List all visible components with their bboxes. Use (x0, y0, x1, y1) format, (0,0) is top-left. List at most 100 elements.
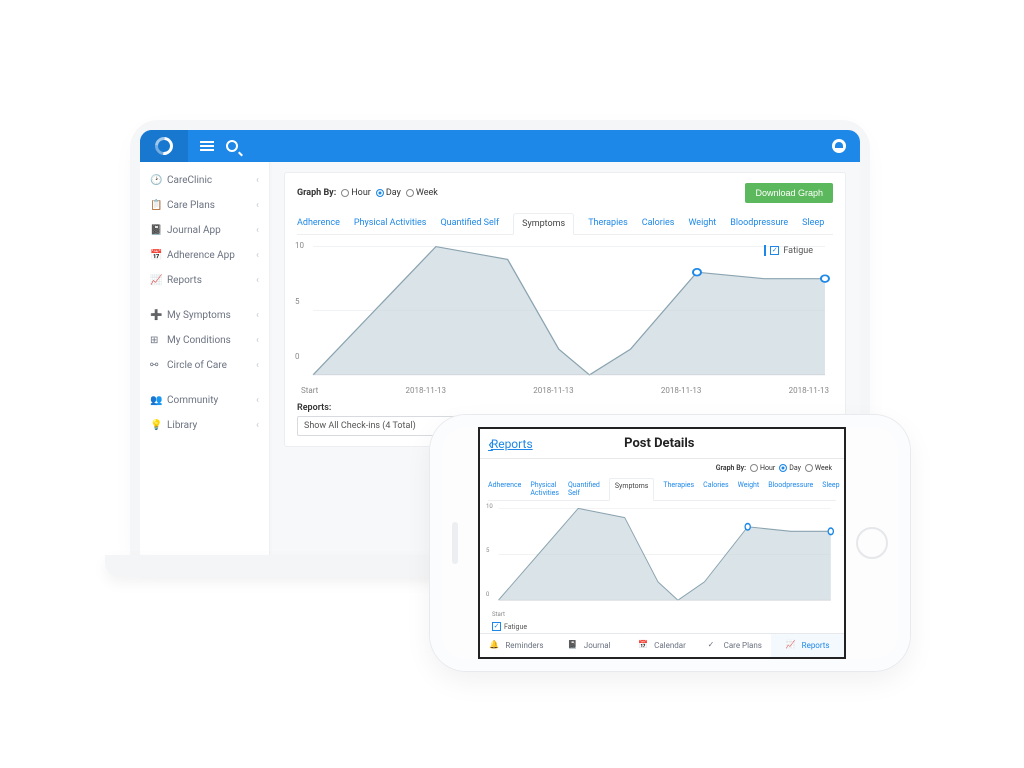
phone-screen: ‹ Reports Post Details Graph By: Hour Da… (478, 427, 846, 659)
account-icon[interactable] (832, 139, 846, 153)
radio-hour[interactable]: Hour (750, 464, 775, 472)
back-button[interactable]: ‹ Reports (488, 434, 533, 453)
app-header (140, 130, 860, 162)
calendar-icon: 📅 (150, 250, 161, 261)
chevron-left-icon: ‹ (256, 225, 259, 236)
reports-label: Reports: (297, 403, 833, 413)
chevron-left-icon: ‹ (256, 275, 259, 286)
logo-c-icon (151, 133, 176, 158)
sidebar-item-careclinic[interactable]: 🕑 CareClinic ‹ (140, 168, 269, 193)
tabbar-icon: 📅 (638, 640, 650, 652)
phone-speaker (452, 522, 458, 564)
phone-metric-tabs: Adherence Physical Activities Quantified S… (488, 478, 836, 501)
tab-symptoms[interactable]: Symptoms (513, 213, 574, 235)
tabbar-care-plans[interactable]: ✓Care Plans (698, 634, 771, 657)
home-button[interactable] (856, 527, 888, 559)
sidebar-item-journal[interactable]: 📓Journal App ‹ (140, 218, 269, 243)
tab-calories[interactable]: Calories (703, 478, 728, 500)
plus-icon: ⊞ (150, 335, 161, 346)
sidebar-item-circle[interactable]: ⚯Circle of Care ‹ (140, 353, 269, 378)
chevron-left-icon: ‹ (256, 310, 259, 321)
tabbar-journal[interactable]: 📓Journal (553, 634, 626, 657)
people-icon: 👥 (150, 395, 161, 406)
tab-weight[interactable]: Weight (688, 213, 716, 234)
tab-quantified-self[interactable]: Quantified Self (568, 478, 600, 500)
chevron-left-icon: ‹ (256, 395, 259, 406)
sidebar-item-reports[interactable]: 📈Reports ‹ (140, 268, 269, 293)
legend-checkbox[interactable]: ✓ (770, 246, 779, 255)
chart-area: 10 5 0 ✓ Fatigue (297, 241, 833, 386)
chevron-left-icon: ‹ (256, 200, 259, 211)
tab-weight[interactable]: Weight (738, 478, 760, 500)
tab-adherence[interactable]: Adherence (488, 478, 521, 500)
tabbar-calendar[interactable]: 📅Calendar (626, 634, 699, 657)
clipboard-icon: 📋 (150, 200, 161, 211)
sidebar-item-careplans[interactable]: 📋Care Plans ‹ (140, 193, 269, 218)
sidebar-label: CareClinic (167, 175, 212, 186)
graph-by-label: Graph By: (297, 188, 336, 198)
radio-hour[interactable]: Hour (341, 188, 371, 198)
download-graph-button[interactable]: Download Graph (745, 183, 833, 203)
tab-therapies[interactable]: Therapies (663, 478, 694, 500)
tab-adherence[interactable]: Adherence (297, 213, 340, 234)
legend-fatigue: ✓ Fatigue (764, 245, 813, 256)
sidebar-label: Adherence App (167, 250, 235, 261)
sidebar-item-conditions[interactable]: ⊞ My Conditions ‹ (140, 328, 269, 353)
radio-icon (376, 189, 384, 197)
phone-area-chart-svg (488, 503, 836, 611)
sidebar-label: Circle of Care (167, 360, 227, 371)
phone-legend-fatigue: ✓ Fatigue (488, 622, 836, 631)
chevron-left-icon: ‹ (256, 335, 259, 346)
radio-day[interactable]: Day (376, 188, 401, 198)
tabbar-reminders[interactable]: 🔔Reminders (480, 634, 553, 657)
legend-checkbox[interactable]: ✓ (492, 622, 501, 631)
clock-icon: 🕑 (150, 175, 161, 186)
tabbar-icon: ✓ (708, 640, 720, 652)
sidebar-item-library[interactable]: 💡Library ‹ (140, 413, 269, 438)
x-axis-labels: Start 2018-11-13 2018-11-13 2018-11-13 2… (297, 386, 833, 395)
sidebar-label: My Conditions (167, 335, 231, 346)
chart-panel: Graph By: Hour Day Week Download Graph A… (284, 172, 846, 447)
radio-week[interactable]: Week (406, 188, 438, 198)
menu-icon[interactable] (200, 139, 214, 153)
area-chart-svg (297, 241, 833, 386)
tab-bloodpressure[interactable]: Bloodpressure (730, 213, 788, 234)
tab-sleep[interactable]: Sleep (822, 478, 839, 500)
tabbar-icon: 📓 (568, 640, 580, 652)
phone-chart-area: 10 5 0 (488, 503, 836, 611)
panel-top: Graph By: Hour Day Week Download Graph (297, 183, 833, 203)
tab-quantified-self[interactable]: Quantified Self (440, 213, 499, 234)
radio-icon (341, 189, 349, 197)
sidebar-item-adherence[interactable]: 📅Adherence App ‹ (140, 243, 269, 268)
tab-physical-activities[interactable]: Physical Activities (530, 478, 559, 500)
radio-icon (406, 189, 414, 197)
phone-frame: ‹ Reports Post Details Graph By: Hour Da… (430, 415, 910, 671)
radio-week[interactable]: Week (805, 464, 832, 472)
sidebar-item-community[interactable]: 👥 Community ‹ (140, 388, 269, 413)
phone-tabbar: 🔔Reminders📓Journal📅Calendar✓Care Plans📈R… (480, 633, 844, 657)
phone-header: ‹ Reports Post Details (480, 429, 844, 459)
bulb-icon: 💡 (150, 420, 161, 431)
radio-icon (750, 464, 758, 472)
tabbar-icon: 🔔 (489, 640, 501, 652)
heart-icon: ➕ (150, 310, 161, 321)
search-icon[interactable] (226, 140, 238, 152)
chevron-left-icon: ‹ (256, 420, 259, 431)
tab-calories[interactable]: Calories (642, 213, 675, 234)
tab-bloodpressure[interactable]: Bloodpressure (768, 478, 813, 500)
tab-symptoms[interactable]: Symptoms (609, 478, 655, 501)
sidebar-label: My Symptoms (167, 310, 231, 321)
radio-day[interactable]: Day (779, 464, 801, 472)
radio-icon (805, 464, 813, 472)
share-icon: ⚯ (150, 360, 161, 371)
metric-tabs: Adherence Physical Activities Quantified S… (297, 213, 833, 235)
phone-graph-by: Graph By: Hour Day Week (488, 464, 836, 472)
sidebar-item-symptoms[interactable]: ➕ My Symptoms ‹ (140, 303, 269, 328)
tabbar-icon: 📈 (786, 640, 798, 652)
tab-therapies[interactable]: Therapies (588, 213, 628, 234)
tabbar-reports[interactable]: 📈Reports (771, 634, 844, 657)
chevron-left-icon: ‹ (256, 175, 259, 186)
sidebar-label: Community (167, 395, 218, 406)
tab-sleep[interactable]: Sleep (802, 213, 824, 234)
tab-physical-activities[interactable]: Physical Activities (354, 213, 427, 234)
